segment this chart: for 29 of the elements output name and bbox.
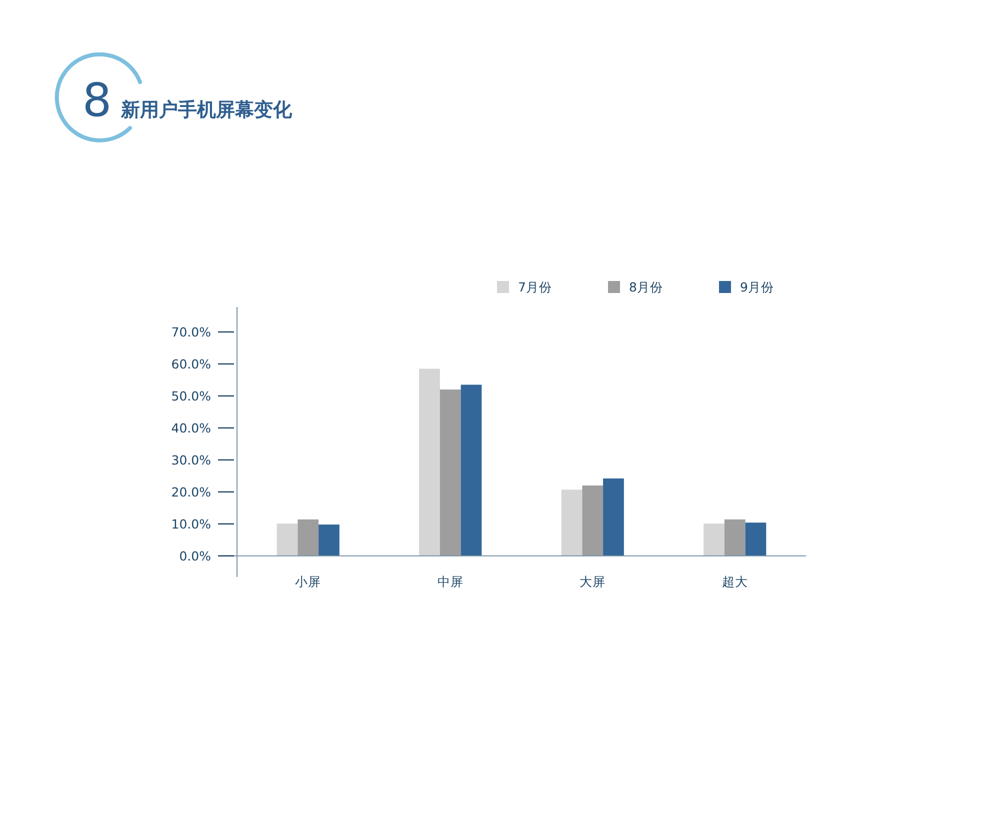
x-tick-label: 超大	[722, 574, 748, 589]
bar	[440, 390, 461, 556]
bar	[561, 490, 582, 556]
x-tick-label: 小屏	[295, 574, 322, 589]
chart-title: 新用户手机屏幕变化	[120, 99, 293, 121]
x-tick-label: 中屏	[437, 574, 464, 589]
bar	[724, 519, 746, 556]
y-tick-label: 0.0%	[179, 548, 212, 564]
y-tick-label: 70.0%	[171, 324, 212, 340]
bar	[460, 384, 482, 556]
legend-label: 9月份	[740, 279, 774, 294]
bar	[704, 524, 724, 556]
y-tick-label: 10.0%	[171, 516, 212, 532]
x-tick-label: 大屏	[580, 574, 606, 589]
bar	[582, 486, 604, 556]
y-tick-label: 30.0%	[171, 452, 212, 468]
y-tick-label: 50.0%	[171, 388, 212, 404]
y-tick-label: 20.0%	[171, 484, 212, 500]
text: 8	[82, 73, 112, 127]
bar	[298, 519, 319, 556]
bar	[745, 522, 766, 556]
bar	[603, 478, 624, 556]
bar	[276, 524, 298, 556]
y-tick-label: 60.0%	[171, 356, 212, 372]
legend-label: 7月份	[518, 279, 552, 294]
bar	[419, 368, 440, 556]
bar	[318, 524, 340, 556]
y-tick-label: 40.0%	[171, 420, 212, 436]
legend-label: 8月份	[629, 279, 663, 294]
